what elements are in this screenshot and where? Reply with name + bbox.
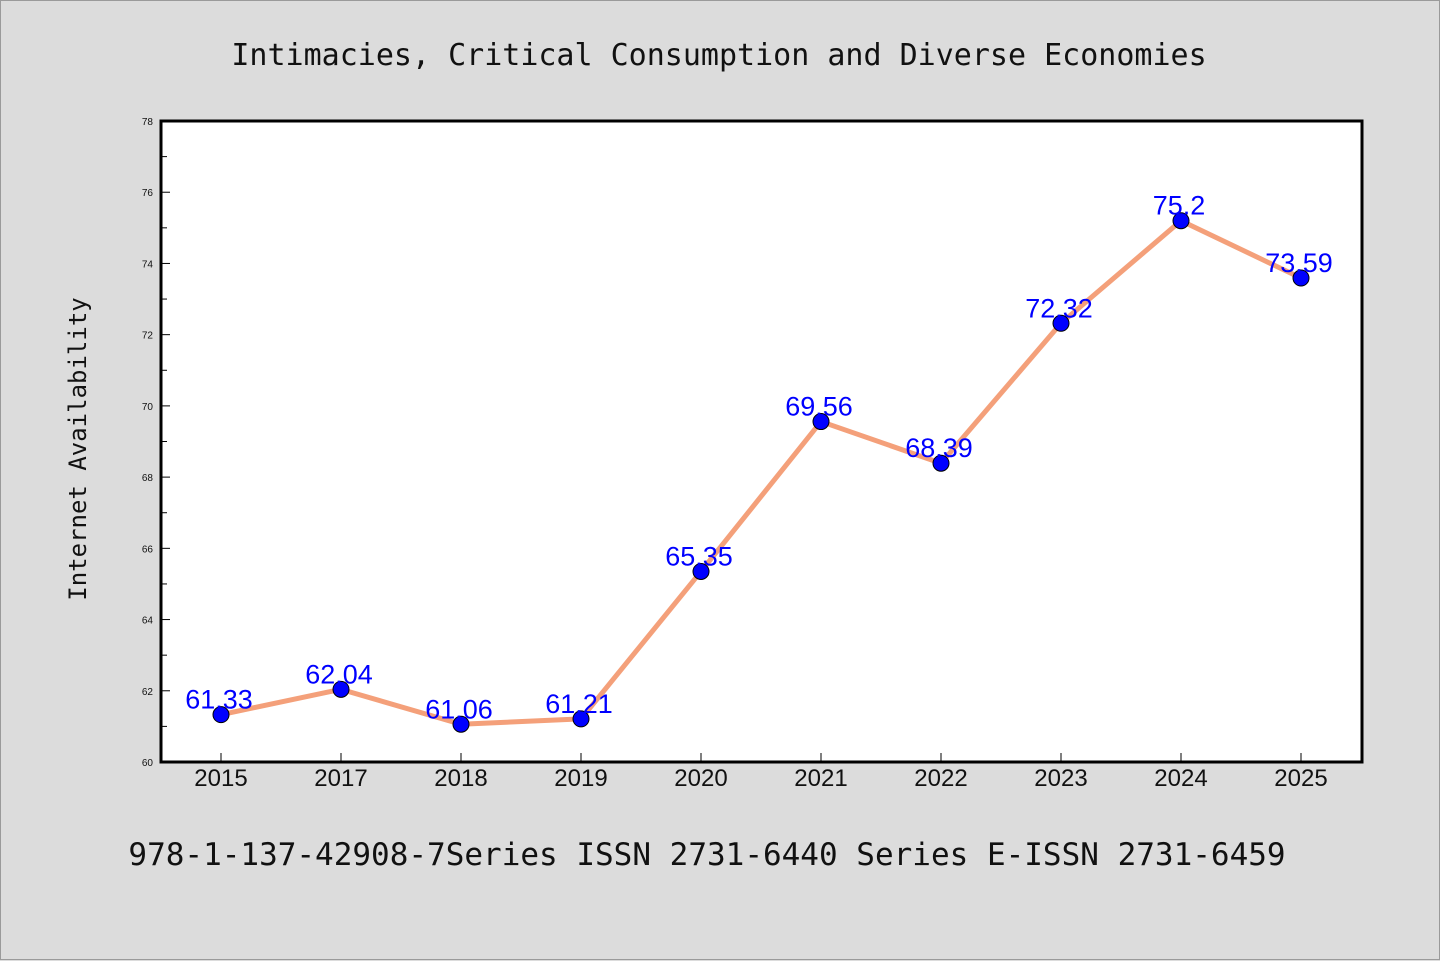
x-tick-label: 2020	[674, 765, 727, 792]
x-tick-label: 2025	[1274, 765, 1327, 792]
x-tick-label: 2024	[1154, 765, 1207, 792]
y-tick-label: 62	[142, 687, 154, 698]
data-point	[1172, 212, 1190, 230]
data-label: 61.21	[545, 689, 613, 719]
y-axis-label: Internet Availability	[64, 297, 92, 600]
data-label: 69.56	[785, 392, 853, 422]
caption-text: 978-1-137-42908-7Series ISSN 2731-6440 S…	[128, 837, 1285, 873]
data-label: 61.33	[185, 685, 253, 715]
data-point	[932, 454, 950, 472]
y-tick-label: 70	[142, 402, 154, 413]
data-point	[572, 710, 590, 728]
data-label: 68.39	[905, 433, 973, 463]
y-tick-label: 64	[142, 616, 154, 627]
data-label: 73.59	[1265, 248, 1333, 278]
x-tick-label: 2019	[554, 765, 607, 792]
plot-area	[159, 119, 1364, 764]
y-tick-label: 60	[142, 758, 154, 769]
y-tick-label: 72	[142, 331, 154, 342]
x-tick-label: 2018	[434, 765, 487, 792]
x-tick-label: 2015	[194, 765, 247, 792]
data-label: 75.2	[1153, 191, 1206, 221]
y-tick-label: 68	[142, 473, 154, 484]
y-tick-label: 78	[142, 117, 154, 128]
data-point	[1052, 314, 1070, 332]
y-tick-label: 76	[142, 188, 154, 199]
data-label: 61.06	[425, 694, 493, 724]
data-point	[1292, 269, 1310, 287]
data-point	[332, 680, 350, 698]
data-point	[452, 715, 470, 733]
data-label: 72.32	[1025, 293, 1093, 323]
x-tick-label: 2021	[794, 765, 847, 792]
y-axis-ticks: 60 62 64 66 68 70 72 74 76 78	[142, 117, 170, 769]
data-point	[692, 562, 710, 580]
data-labels: 61.33 62.04 61.06 61.21 65.35 69.56 68.39 72.32…	[185, 191, 1333, 725]
y-tick-label: 74	[142, 259, 154, 270]
y-tick-label: 66	[142, 544, 154, 555]
data-markers	[212, 212, 1310, 733]
x-tick-label: 2017	[314, 765, 367, 792]
data-label: 62.04	[305, 659, 373, 689]
series-line	[220, 218, 1303, 727]
x-axis-ticks: 2015 2017 2018 2019 2020 2021 2022 2023 2024 2025	[194, 753, 1328, 792]
x-tick-label: 2023	[1034, 765, 1087, 792]
data-label: 65.35	[665, 541, 733, 571]
data-point	[212, 706, 230, 724]
chart-title: Intimacies, Critical Consumption and Div…	[231, 38, 1206, 73]
data-point	[812, 413, 830, 431]
x-tick-label: 2022	[914, 765, 967, 792]
